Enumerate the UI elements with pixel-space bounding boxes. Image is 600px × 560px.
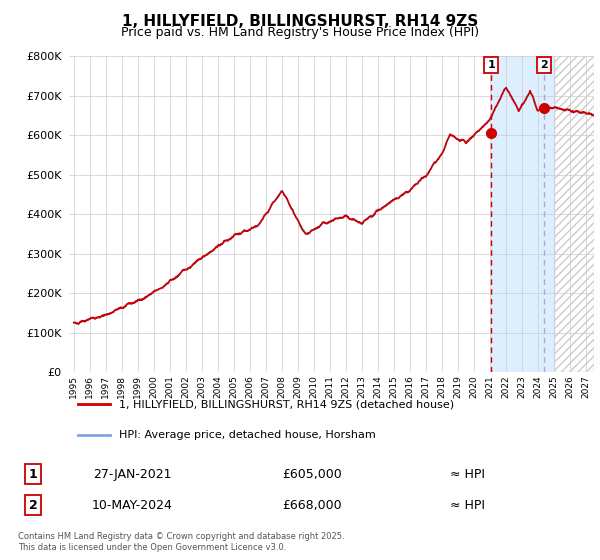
Text: Contains HM Land Registry data © Crown copyright and database right 2025.
This d: Contains HM Land Registry data © Crown c…: [18, 533, 344, 552]
Text: ≈ HPI: ≈ HPI: [451, 468, 485, 480]
Text: 2006: 2006: [245, 375, 254, 398]
Text: 2022: 2022: [502, 375, 511, 398]
Text: 2023: 2023: [517, 375, 526, 398]
Text: 1, HILLYFIELD, BILLINGSHURST, RH14 9ZS: 1, HILLYFIELD, BILLINGSHURST, RH14 9ZS: [122, 14, 478, 29]
Text: 2004: 2004: [214, 375, 223, 398]
Text: 2008: 2008: [277, 375, 286, 398]
Text: 27-JAN-2021: 27-JAN-2021: [93, 468, 171, 480]
Bar: [491, 56, 555, 372]
Text: Price paid vs. HM Land Registry's House Price Index (HPI): Price paid vs. HM Land Registry's House …: [121, 26, 479, 39]
Text: 1997: 1997: [101, 375, 110, 398]
Text: 2019: 2019: [454, 375, 463, 398]
Text: 2016: 2016: [406, 375, 415, 398]
Text: 2011: 2011: [325, 375, 334, 398]
Text: 2001: 2001: [166, 375, 175, 398]
Text: £605,000: £605,000: [282, 468, 342, 480]
Text: £668,000: £668,000: [282, 498, 342, 512]
Text: 2021: 2021: [485, 375, 494, 398]
Text: 1, HILLYFIELD, BILLINGSHURST, RH14 9ZS (detached house): 1, HILLYFIELD, BILLINGSHURST, RH14 9ZS (…: [119, 399, 454, 409]
Text: 10-MAY-2024: 10-MAY-2024: [92, 498, 172, 512]
Text: 1998: 1998: [118, 375, 127, 398]
Text: 2024: 2024: [533, 375, 542, 398]
Text: 1: 1: [29, 468, 37, 480]
Text: 1996: 1996: [85, 375, 94, 398]
Text: 2010: 2010: [310, 375, 319, 398]
Text: 2003: 2003: [197, 375, 206, 398]
Text: 2007: 2007: [262, 375, 271, 398]
Text: 2020: 2020: [469, 375, 478, 398]
Text: 2: 2: [29, 498, 37, 512]
Text: 2005: 2005: [229, 375, 238, 398]
Text: 1999: 1999: [133, 375, 142, 398]
Text: 2025: 2025: [550, 375, 559, 398]
Text: ≈ HPI: ≈ HPI: [451, 498, 485, 512]
Text: 2014: 2014: [373, 375, 382, 398]
Text: 2015: 2015: [389, 375, 398, 398]
Text: 2017: 2017: [421, 375, 430, 398]
Text: 2000: 2000: [149, 375, 158, 398]
Text: HPI: Average price, detached house, Horsham: HPI: Average price, detached house, Hors…: [119, 430, 376, 440]
Text: 2027: 2027: [581, 375, 590, 398]
Text: 1995: 1995: [70, 375, 79, 398]
Text: 2018: 2018: [437, 375, 446, 398]
Text: 2026: 2026: [565, 375, 574, 398]
Text: 2009: 2009: [293, 375, 302, 398]
Text: 2: 2: [540, 60, 548, 70]
Text: 1: 1: [487, 60, 495, 70]
Text: 2002: 2002: [181, 375, 190, 398]
Text: 2012: 2012: [341, 375, 350, 398]
Text: 2013: 2013: [358, 375, 367, 398]
